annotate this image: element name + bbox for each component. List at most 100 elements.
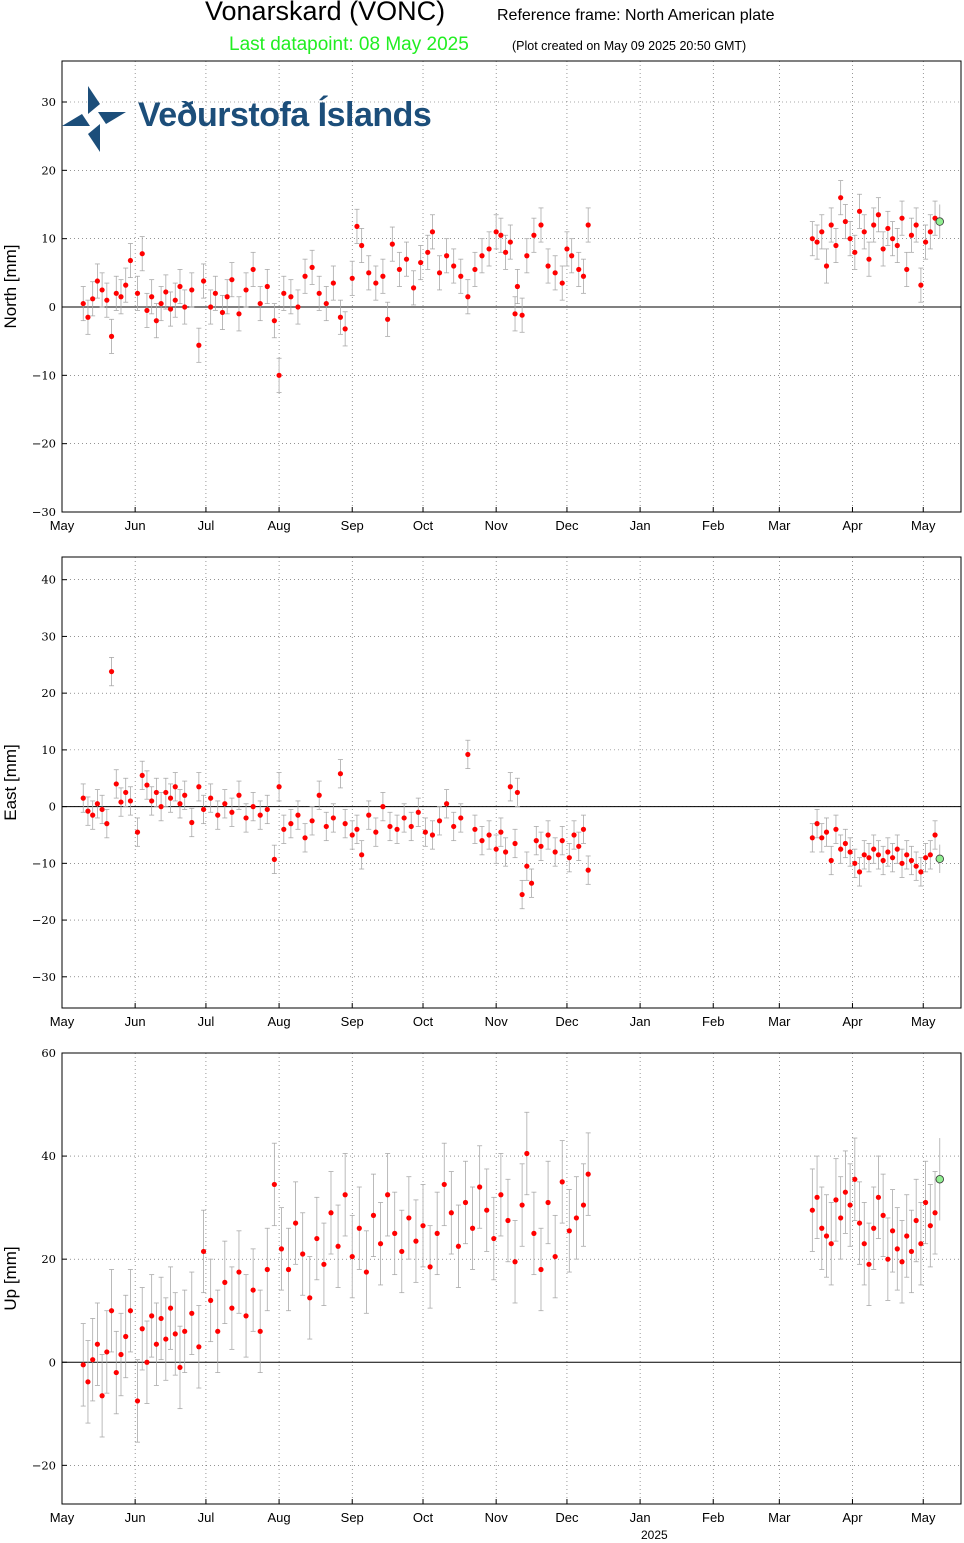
x-tick-label: Aug [268,1510,291,1525]
data-point [559,280,565,286]
data-point [222,801,228,807]
data-point [559,838,565,844]
y-tick-label: −10 [32,368,56,382]
data-point [875,1194,882,1200]
data-point [177,801,183,807]
x-tick-label: Dec [555,518,579,533]
data-point [139,1326,145,1332]
data-point [80,300,86,307]
data-point [885,225,891,232]
y-tick-label: 10 [41,743,56,757]
data-point [410,285,417,291]
data-point [420,1223,426,1229]
data-point [545,1199,551,1206]
x-tick-label: Jan [630,1014,651,1029]
data-point [271,856,277,862]
x-tick-label: Jul [198,1510,215,1525]
data-point [316,290,322,296]
data-point [167,306,174,312]
data-point [838,1215,844,1221]
data-point [264,806,270,813]
data-point [108,1308,115,1314]
data-point [229,277,235,283]
data-point [422,829,428,835]
data-point [359,242,365,249]
data-point [349,832,355,838]
data-point [163,1336,169,1342]
data-point [215,812,221,818]
data-point [403,256,410,262]
data-point [512,311,518,317]
data-point [833,242,839,249]
data-point [250,266,256,273]
data-point [80,795,86,801]
x-tick-label: Oct [413,518,434,533]
data-point [250,804,256,810]
data-point [889,855,896,861]
data-point [182,1328,188,1334]
plot-frame [61,1052,962,1505]
data-point [288,821,294,827]
data-point [814,821,820,827]
data-point [370,1212,377,1218]
data-point [108,333,115,339]
data-point [302,273,308,279]
x-tick-label: Dec [555,1510,579,1525]
data-point [880,1212,886,1218]
data-point [465,294,471,300]
y-tick-label: 40 [41,573,56,587]
x-tick-label: Jun [125,1014,146,1029]
data-point [302,835,308,841]
data-point [528,880,535,886]
y-tick-label: 30 [41,95,56,109]
x-tick-label: Nov [485,1014,509,1029]
data-point [875,212,882,218]
data-point [328,1210,334,1216]
data-point [392,1230,398,1236]
data-point [366,270,372,276]
data-point [127,257,134,264]
data-point [479,838,485,844]
y-tick-label: 0 [49,300,56,314]
data-point [99,806,105,813]
x-tick-label: May [911,1510,936,1525]
data-point [871,1225,877,1231]
data-point [885,1256,891,1262]
data-point [498,1192,504,1198]
data-point [99,1393,105,1399]
data-point [200,1248,207,1255]
plot-created: (Plot created on May 09 2025 20:50 GMT) [512,39,747,53]
data-point [90,296,96,302]
data-point [564,246,570,252]
plot-frame [61,60,962,513]
data-point [149,798,155,804]
y-tick-label: −30 [32,505,56,519]
y-axis-label: Up [mm] [1,1246,20,1310]
last-datapoint: Last datapoint: 08 May 2025 [229,34,469,55]
data-point [196,342,202,348]
data-point [349,1253,355,1260]
y-tick-label: −10 [32,856,56,870]
data-point [814,1194,820,1200]
data-point [189,819,195,826]
data-point [321,1261,327,1267]
data-point [828,222,834,228]
data-point [486,246,492,252]
data-point [281,290,287,296]
data-point [498,829,504,835]
data-point [505,1217,511,1224]
data-point [394,826,400,832]
data-point [354,223,360,229]
data-point [177,283,183,290]
y-tick-label: 0 [49,1355,56,1369]
data-point [363,1269,369,1275]
data-point [913,222,919,228]
data-point [580,826,587,832]
last-data-point [935,217,944,226]
data-point [904,852,910,858]
data-point [359,852,365,858]
data-point [167,1305,174,1311]
x-tick-label: Nov [485,518,509,533]
data-point [144,1359,150,1365]
data-point [512,840,518,847]
